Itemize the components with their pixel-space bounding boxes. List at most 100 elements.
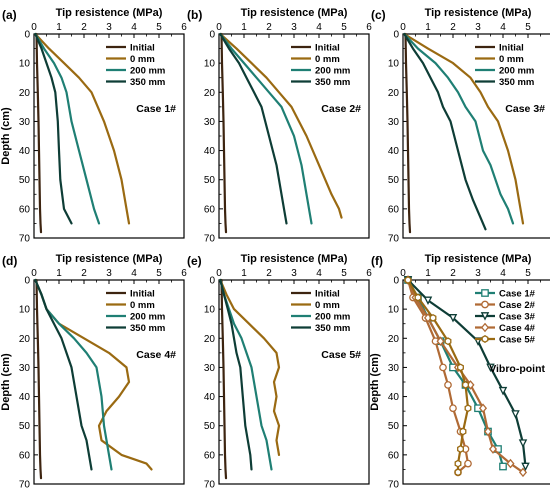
legend-entry: 0 mm <box>130 54 155 65</box>
y-tick-label: 0 <box>209 30 215 41</box>
x-tick-label: 2 <box>81 22 87 33</box>
x-tick-label: 4 <box>131 268 137 279</box>
data-point <box>429 313 437 322</box>
y-tick-label: 50 <box>204 421 216 432</box>
data-point <box>444 337 452 346</box>
y-tick-label: 30 <box>19 117 31 128</box>
legend-entry: Initial <box>130 289 155 300</box>
y-tick-label: 60 <box>204 204 216 215</box>
legend-entry: 200 mm <box>315 312 350 323</box>
x-axis-label: Tip resistence (MPa) <box>56 7 163 19</box>
y-tick-label: 50 <box>19 421 31 432</box>
legend-entry: Initial <box>315 289 340 300</box>
data-point <box>511 410 520 419</box>
series-line-2 <box>403 32 525 225</box>
data-point <box>457 363 464 372</box>
data-point <box>518 439 528 448</box>
y-tick-label: 0 <box>24 30 30 41</box>
x-tick-label: 1 <box>425 22 431 33</box>
panel-label: (d) <box>2 254 17 268</box>
y-tick-label: 70 <box>19 234 31 245</box>
data-point <box>414 293 422 302</box>
x-tick-label: 4 <box>131 22 137 33</box>
legend-entry: 350 mm <box>499 77 534 88</box>
x-tick-label: 0 <box>216 268 222 279</box>
data-point <box>488 444 498 454</box>
panel-label: (a) <box>2 8 17 22</box>
series-line-2 <box>219 32 343 219</box>
legend-entry: 0 mm <box>130 300 155 311</box>
x-tick-label: 3 <box>475 268 481 279</box>
legend-entry: 0 mm <box>315 54 340 65</box>
y-tick-label: 70 <box>19 480 31 491</box>
y-tick-label: 20 <box>388 334 400 345</box>
annotation: Case 2# <box>321 103 361 115</box>
series-line-3 <box>219 32 313 225</box>
data-point <box>459 427 467 436</box>
series-line-2 <box>34 32 131 225</box>
y-tick-label: 40 <box>388 146 400 157</box>
legend-marker <box>481 289 489 297</box>
y-tick-label: 0 <box>393 30 399 41</box>
y-tick-label: 0 <box>24 276 30 287</box>
data-point <box>478 403 488 414</box>
series-line-1 <box>404 32 412 234</box>
y-tick-label: 10 <box>19 305 31 316</box>
series-line-1 <box>35 32 43 234</box>
y-tick-label: 60 <box>204 450 216 461</box>
x-tick-label: 1 <box>425 268 431 279</box>
x-tick-label: 6 <box>181 268 187 279</box>
y-tick-label: 30 <box>388 363 400 374</box>
data-point <box>448 314 458 323</box>
data-point <box>404 276 412 284</box>
y-tick-label: 70 <box>388 480 400 491</box>
legend-entry: Case 4# <box>499 323 536 334</box>
legend-entry: Initial <box>130 43 155 54</box>
y-tick-label: 0 <box>209 276 215 287</box>
annotation: Case 5# <box>321 349 361 361</box>
x-tick-label: 4 <box>316 268 322 279</box>
y-tick-label: 40 <box>19 146 31 157</box>
legend-entry: 0 mm <box>499 54 524 65</box>
y-axis-label: Depth (cm) <box>369 353 381 411</box>
x-tick-label: 3 <box>106 268 112 279</box>
data-point <box>444 381 452 389</box>
x-tick-label: 0 <box>216 22 222 33</box>
series-line-1 <box>35 278 43 480</box>
x-tick-label: 5 <box>341 22 347 33</box>
series-line-3 <box>34 32 101 225</box>
x-tick-label: 0 <box>31 268 37 279</box>
y-tick-label: 10 <box>388 305 400 316</box>
panel-label: (c) <box>371 8 386 22</box>
y-tick-label: 10 <box>204 305 216 316</box>
data-point <box>449 404 457 413</box>
y-tick-label: 40 <box>388 392 400 403</box>
data-point <box>423 296 433 306</box>
x-tick-label: 1 <box>241 22 247 33</box>
y-tick-label: 30 <box>204 117 216 128</box>
x-axis-label: Tip resistence (MPa) <box>56 253 163 265</box>
x-tick-label: 2 <box>450 268 456 279</box>
y-tick-label: 40 <box>19 392 31 403</box>
x-tick-label: 2 <box>266 268 272 279</box>
series-line-4 <box>403 32 487 231</box>
data-point <box>518 467 528 478</box>
y-tick-label: 50 <box>204 175 216 186</box>
x-tick-label: 5 <box>341 268 347 279</box>
y-tick-label: 10 <box>204 59 216 70</box>
x-axis-label: Tip resistence (MPa) <box>425 253 532 265</box>
x-tick-label: 5 <box>156 22 162 33</box>
data-point <box>436 336 445 347</box>
legend-entry: 350 mm <box>130 77 165 88</box>
data-point <box>454 459 462 468</box>
x-tick-label: 1 <box>56 22 62 33</box>
y-tick-label: 20 <box>204 334 216 345</box>
y-tick-label: 70 <box>204 234 216 245</box>
x-tick-label: 6 <box>181 22 187 33</box>
x-tick-label: 4 <box>500 22 506 33</box>
